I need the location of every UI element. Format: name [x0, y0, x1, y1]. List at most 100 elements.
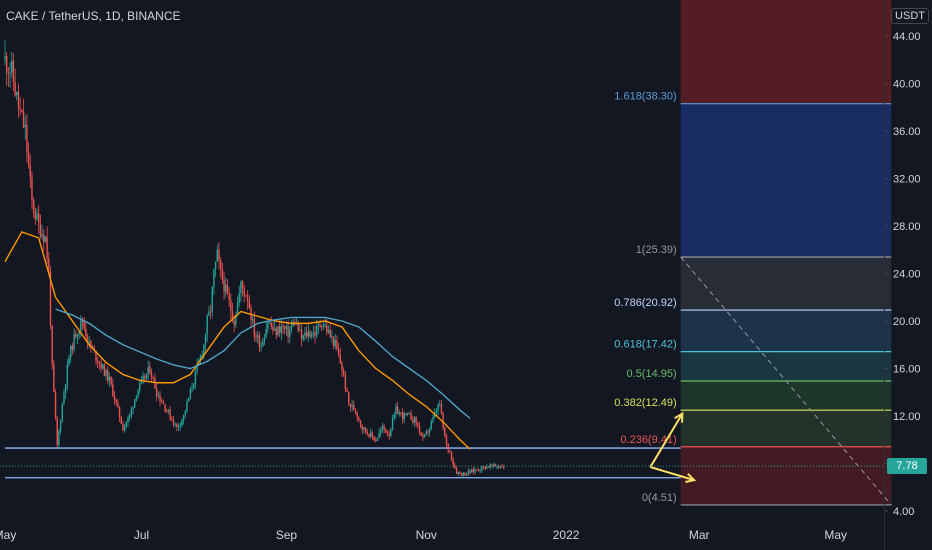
fib-zones [680, 0, 892, 505]
fib-label-2: 0.786(20.92) [614, 297, 676, 309]
candle-body [181, 419, 183, 426]
candle-body [81, 320, 84, 323]
candle-body [113, 395, 116, 401]
candle-body [395, 406, 397, 415]
candle-body [472, 469, 475, 472]
fib-label-7: 0(4.51) [642, 492, 677, 504]
candle-body [307, 331, 309, 337]
candle-body [477, 469, 480, 471]
candle-body [164, 404, 166, 411]
candle-body [366, 431, 368, 434]
candle-body [280, 325, 283, 333]
candle-body [128, 414, 131, 418]
candle-body [329, 330, 331, 337]
fib-zone-0 [680, 0, 892, 104]
arrow-head-1 [685, 473, 697, 483]
candle-body [76, 334, 79, 337]
fib-zone-6 [680, 410, 892, 447]
candle-body [439, 404, 441, 406]
candle-body [324, 325, 326, 327]
candle-body [134, 398, 136, 408]
annotation-arrows [649, 411, 697, 483]
candle-body [255, 336, 257, 338]
candle-body [290, 326, 293, 330]
y-tick-label: 12.00 [893, 411, 921, 423]
candle-body [272, 326, 274, 331]
candle-body [16, 91, 18, 96]
candle-body [211, 287, 213, 312]
candle-body [251, 319, 254, 321]
candle-body [166, 410, 168, 412]
candle-body [196, 364, 198, 371]
candle-body [449, 450, 451, 452]
candle-body [127, 417, 129, 423]
candle-body [260, 346, 262, 348]
candle-body [418, 425, 421, 433]
candle-body [405, 413, 407, 415]
candle-body [316, 326, 318, 336]
moving-averages [4, 231, 471, 450]
x-tick-label: Mar [689, 528, 710, 542]
candle-body [64, 384, 67, 394]
candle-body [191, 388, 193, 390]
candle-body [32, 199, 35, 213]
candle-body [187, 397, 190, 402]
candle-body [7, 72, 10, 74]
candle-body [48, 258, 50, 271]
y-tick-label: 32.00 [893, 174, 921, 186]
candle-body [27, 151, 30, 165]
candle-body [66, 364, 69, 385]
candle-body [80, 320, 82, 331]
fib-zone-1 [680, 103, 892, 257]
candle-body [179, 425, 181, 427]
candle-body [4, 56, 6, 60]
arrow-shaft-0 [649, 413, 684, 468]
candle-body [385, 429, 387, 433]
y-tick-label: 4.00 [893, 506, 914, 518]
symbol-title: CAKE / TetherUS, 1D, BINANCE [6, 9, 181, 23]
candle-body [214, 261, 217, 270]
candle-body [420, 432, 422, 436]
candle-body [321, 326, 323, 328]
candle-body [21, 109, 23, 112]
unit-badge[interactable]: USDT [891, 8, 929, 24]
x-tick-label: Nov [416, 528, 437, 542]
dashed-trend-line [680, 256, 892, 506]
candle-body [459, 471, 461, 474]
candle-body [403, 413, 406, 420]
candle-body [51, 325, 53, 364]
candle-body [275, 328, 277, 336]
y-tick-label: 44.00 [893, 31, 921, 43]
candle-body [228, 293, 230, 301]
candle-body [107, 370, 109, 381]
candle-body [12, 60, 15, 82]
candle-body [95, 351, 97, 361]
candle-body [122, 423, 124, 431]
candle-body [348, 391, 350, 404]
candle-body [417, 422, 419, 426]
x-tick-label: May [0, 528, 16, 542]
candle-body [147, 366, 149, 374]
candle-body [34, 212, 37, 219]
candle-body [450, 451, 453, 460]
candle-body [186, 401, 188, 412]
candle-body [498, 466, 500, 468]
candle-body [465, 473, 468, 476]
candle-body [206, 315, 208, 335]
candle-body [302, 335, 304, 339]
candle-body [314, 332, 316, 336]
candle-body [184, 411, 186, 415]
candle-body [454, 465, 456, 469]
candle-body [219, 260, 222, 269]
candle-body [491, 464, 493, 466]
candle-body [359, 420, 362, 426]
candle-body [209, 311, 212, 313]
candle-body [334, 340, 336, 347]
candle-body [43, 234, 45, 242]
fib-label-0: 1.618(38.30) [614, 91, 676, 103]
candle-body [277, 326, 279, 336]
candle-body [422, 435, 424, 438]
candle-body [492, 464, 495, 466]
candle-body [152, 377, 154, 379]
